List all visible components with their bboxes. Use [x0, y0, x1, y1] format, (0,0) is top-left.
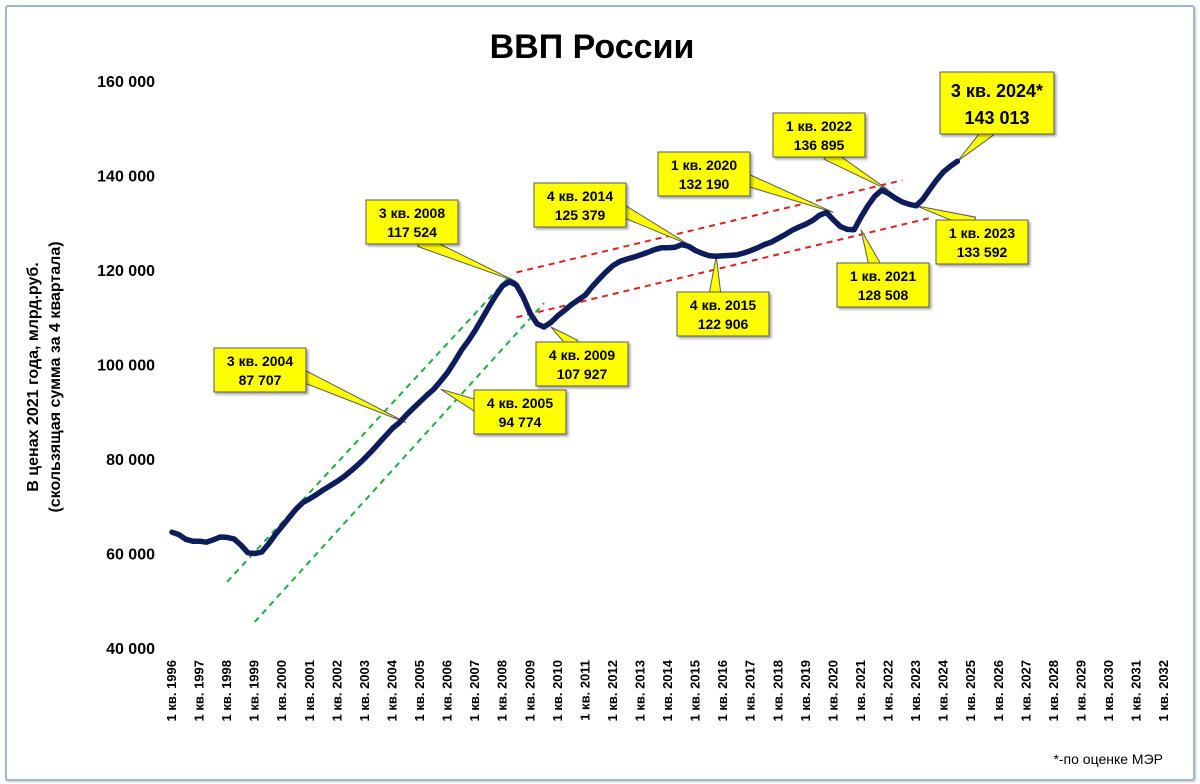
annotation-period: 1 кв. 2022 [786, 118, 852, 134]
annotation-box-fill [475, 391, 565, 433]
annotation-boxes: 3 кв. 2004 87 707 4 кв. 2005 94 774 3 кв. 20… [213, 71, 1055, 435]
annotation-box-fill [535, 184, 625, 226]
annotation-box-fill [215, 349, 305, 391]
x-tick-label: 1 кв. 2006 [440, 660, 455, 721]
gdp-series-line [169, 158, 961, 557]
x-tick-label: 1 кв. 2019 [798, 660, 813, 721]
x-tick-label: 1 кв. 2029 [1073, 660, 1088, 721]
x-tick-label: 1 кв. 1998 [219, 660, 234, 721]
x-tick-label: 1 кв. 2027 [1018, 660, 1033, 721]
x-tick-label: 1 кв. 1996 [164, 660, 179, 721]
annotation-period: 1 кв. 2021 [850, 268, 916, 284]
x-tick-label: 1 кв. 2030 [1101, 660, 1116, 721]
y-tick-label: 160 000 [97, 74, 155, 91]
annotation-box-fill [937, 221, 1027, 263]
y-axis-title: В ценах 2021 года, млрд.руб. (скользящая… [25, 241, 64, 512]
annotation-box-fill [537, 343, 627, 385]
annotation-box-fill [838, 264, 928, 306]
trend-lines [226, 179, 931, 623]
annotation-value: 136 895 [794, 137, 845, 153]
annotation-period: 4 кв. 2005 [487, 395, 553, 411]
y-tick-label: 80 000 [106, 452, 155, 469]
annotation-value: 87 707 [239, 372, 282, 388]
x-tick-label: 1 кв. 2021 [853, 660, 868, 721]
annotation-period: 1 кв. 2023 [949, 225, 1015, 241]
annotation-box-fill [941, 73, 1053, 133]
x-tick-label: 1 кв. 2003 [357, 660, 372, 721]
x-tick-label: 1 кв. 2023 [908, 660, 923, 721]
x-tick-label: 1 кв. 2017 [743, 660, 758, 721]
trend-line [516, 217, 931, 319]
y-tick-label: 140 000 [97, 169, 155, 186]
annotation-period: 1 кв. 2020 [671, 157, 737, 173]
x-tick-label: 1 кв. 2025 [963, 660, 978, 721]
footnote: *-по оценке МЭР [1053, 751, 1163, 767]
annotation-period: 3 кв. 2008 [379, 205, 445, 221]
annotation-value: 94 774 [499, 414, 542, 430]
x-axis: 1 кв. 1996 1 кв. 1997 1 кв. 1998 1 кв. 1999… [164, 659, 1171, 721]
x-tick-label: 1 кв. 2014 [660, 659, 675, 721]
x-tick-label: 1 кв. 2011 [577, 660, 592, 721]
annotation-period: 4 кв. 2009 [549, 347, 615, 363]
x-tick-label: 1 кв. 2012 [605, 660, 620, 721]
annotation-period: 4 кв. 2014 [547, 188, 613, 204]
y-tick-label: 120 000 [97, 263, 155, 280]
annotation-value: 128 508 [858, 287, 909, 303]
y-axis-title-line2: (скользящая сумма за 4 квартала) [47, 241, 64, 512]
x-tick-label: 1 кв. 2000 [274, 660, 289, 721]
annotation-period: 3 кв. 2004 [227, 353, 293, 369]
x-tick-label: 1 кв. 2007 [467, 660, 482, 721]
annotation-value: 132 190 [679, 176, 730, 192]
annotation-leader [619, 204, 689, 246]
y-tick-label: 100 000 [97, 358, 155, 375]
x-tick-label: 1 кв. 2020 [825, 660, 840, 721]
x-tick-label: 1 кв. 2005 [412, 660, 427, 721]
x-tick-label: 1 кв. 2008 [495, 660, 510, 721]
x-tick-label: 1 кв. 2026 [991, 660, 1006, 721]
x-tick-label: 1 кв. 1997 [192, 660, 207, 721]
annotation-box-fill [774, 114, 864, 156]
x-tick-label: 1 кв. 2022 [881, 660, 896, 721]
x-tick-label: 1 кв. 2009 [522, 660, 537, 721]
series-layer [169, 158, 961, 557]
x-tick-label: 1 кв. 2032 [1156, 660, 1171, 721]
annotation-box-fill [659, 153, 749, 195]
annotation-period: 4 кв. 2015 [690, 297, 756, 313]
annotation-value: 117 524 [387, 224, 437, 240]
x-tick-label: 1 кв. 1999 [247, 660, 262, 721]
y-axis-title-line1: В ценах 2021 года, млрд.руб. [25, 262, 42, 491]
x-tick-label: 1 кв. 2018 [770, 660, 785, 721]
x-tick-label: 1 кв. 2028 [1046, 660, 1061, 721]
x-tick-label: 1 кв. 2031 [1129, 660, 1144, 721]
x-tick-label: 1 кв. 2015 [688, 660, 703, 721]
annotation-box-fill [678, 293, 768, 335]
annotation-value: 122 906 [698, 316, 749, 332]
annotation-value: 107 927 [557, 366, 608, 382]
x-tick-label: 1 кв. 2004 [385, 659, 400, 721]
y-tick-label: 60 000 [106, 547, 155, 564]
trend-line [226, 274, 512, 583]
annotation-value: 133 592 [957, 244, 1008, 260]
x-tick-label: 1 кв. 2010 [550, 660, 565, 721]
chart-title: ВВП России [490, 28, 695, 66]
annotation-value: 125 379 [555, 207, 606, 223]
y-axis: 40 000 60 000 80 000 100 000 120 000 140 000 1… [97, 74, 155, 658]
annotation-value: 143 013 [964, 108, 1029, 128]
y-tick-label: 40 000 [106, 641, 155, 658]
trend-line [516, 179, 903, 274]
annotation-box-fill [367, 201, 457, 243]
annotation-leader [860, 229, 882, 269]
annotation-period: 3 кв. 2024* [951, 81, 1043, 101]
annotation-leader [708, 256, 722, 296]
x-tick-label: 1 кв. 2016 [715, 660, 730, 721]
trend-line [253, 302, 545, 623]
x-tick-label: 1 кв. 2013 [633, 660, 648, 721]
annotation-leader [299, 369, 407, 424]
x-tick-label: 1 кв. 2002 [329, 660, 344, 721]
x-tick-label: 1 кв. 2024 [936, 659, 951, 721]
x-tick-label: 1 кв. 2001 [302, 660, 317, 721]
